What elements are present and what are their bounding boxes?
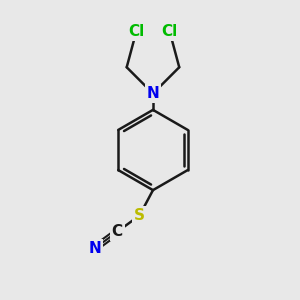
Text: S: S bbox=[134, 208, 145, 223]
Text: N: N bbox=[88, 241, 101, 256]
Text: N: N bbox=[147, 86, 159, 101]
Text: Cl: Cl bbox=[128, 24, 144, 39]
Text: Cl: Cl bbox=[161, 24, 178, 39]
Text: C: C bbox=[112, 224, 123, 239]
